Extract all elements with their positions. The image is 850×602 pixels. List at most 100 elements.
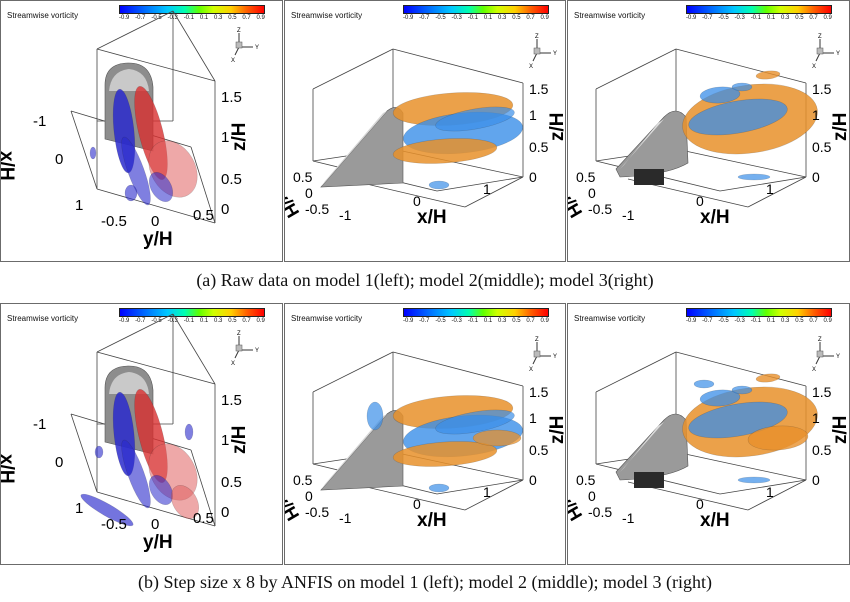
- colorbar-tick: -0.1: [183, 318, 195, 324]
- z-axis-label: z/H: [229, 122, 250, 152]
- colorbar-ticks: -0.9 -0.7 -0.5 -0.3 -0.1 0.1 0.3 0.5 0.7 0.9: [686, 15, 832, 21]
- colorbar-tick: -0.1: [467, 15, 479, 21]
- triad-z-label: Z: [818, 337, 822, 343]
- colorbar-tick: -0.5: [435, 15, 446, 21]
- y-tick: 0: [151, 516, 160, 533]
- colorbar-ticks: -0.9 -0.7 -0.5 -0.3 -0.1 0.1 0.3 0.5 0.7 0.9: [403, 15, 549, 21]
- triad-z-label: Z: [237, 331, 241, 337]
- colorbar-tick: 0.3: [498, 15, 507, 21]
- frame-line: [595, 351, 677, 393]
- frame-line: [747, 479, 807, 511]
- frame-line: [312, 48, 394, 90]
- colorbar-gradient: [119, 5, 265, 14]
- triad-x-label: X: [529, 64, 533, 70]
- z-tick: 1.5: [812, 81, 832, 97]
- colorbar-tick: -0.9: [686, 15, 697, 21]
- colorbar-tick: 0.9: [823, 15, 832, 21]
- x-axis-label: x/H: [417, 510, 447, 531]
- model-base: [634, 169, 664, 185]
- colorbar-tick: 0.3: [214, 318, 223, 324]
- vortex-negative: [94, 445, 104, 459]
- x-tick: 0: [413, 496, 421, 512]
- y-tick: -0.5: [101, 213, 127, 230]
- x-tick: 0: [696, 496, 704, 512]
- colorbar-tick: 0.7: [242, 15, 251, 21]
- triad-x-label: X: [812, 64, 816, 70]
- vortex-negative: [124, 184, 138, 202]
- colorbar-tick: 0.9: [256, 318, 265, 324]
- triad-z-label: Z: [535, 337, 539, 343]
- z-tick: 0: [529, 472, 537, 488]
- figure-row-b: Streamwise vorticity -0.9 -0.7 -0.5 -0.3 -0.1…: [0, 303, 850, 565]
- colorbar-tick: -0.3: [734, 15, 745, 21]
- x-tick: 0: [413, 193, 421, 209]
- colorbar-tick: -0.1: [750, 15, 762, 21]
- triad-x-label: X: [812, 367, 816, 373]
- colorbar-ticks: -0.9 -0.7 -0.5 -0.3 -0.1 0.1 0.3 0.5 0.7 0.9: [403, 318, 549, 324]
- frame-line: [70, 413, 98, 493]
- y-tick: 0.5: [576, 169, 596, 185]
- frame-line: [675, 351, 807, 387]
- z-axis-label: z/H: [547, 112, 566, 142]
- vortex-negative: [148, 475, 174, 505]
- colorbar-tick: 0.1: [199, 15, 209, 21]
- z-tick: 1: [529, 107, 537, 123]
- triad-y-label: Y: [553, 354, 557, 360]
- colorbar-gradient: [403, 308, 549, 317]
- vortex-negative: [699, 86, 741, 104]
- z-tick: 1: [221, 129, 230, 146]
- colorbar-tick: -0.5: [151, 15, 162, 21]
- frame-line: [436, 479, 524, 495]
- y-axis-label: y/H: [143, 532, 173, 553]
- triad-x-label: X: [231, 58, 235, 64]
- colorbar-tick: -0.7: [419, 318, 430, 324]
- plot-panel-model-2: [312, 48, 524, 208]
- colorbar-tick: 0.9: [540, 15, 549, 21]
- colorbar-tick: 0.7: [526, 318, 535, 324]
- vortex-negative: [148, 172, 174, 202]
- figure-row-a: Streamwise vorticity -0.9 -0.7 -0.5 -0.3 -0.1…: [0, 0, 850, 262]
- z-tick: 0: [221, 504, 230, 521]
- x-axis-label: x/H: [417, 207, 447, 228]
- colorbar-tick: 0.5: [512, 15, 521, 21]
- z-tick: 0.5: [812, 139, 832, 155]
- model-body: [320, 410, 404, 491]
- colorbar-title: Streamwise vorticity: [7, 314, 79, 323]
- y-tick: -0.5: [305, 201, 330, 217]
- colorbar-tick: 0.1: [483, 318, 493, 324]
- y-tick: 0: [588, 488, 596, 504]
- z-axis-label: z/H: [830, 415, 850, 445]
- colorbar-tick: -0.9: [119, 15, 130, 21]
- frame-line: [96, 48, 216, 82]
- panel-model-2: Streamwise vorticity -0.9 -0.7 -0.5 -0.3 -0.1…: [284, 0, 566, 262]
- z-tick: 1: [529, 410, 537, 426]
- triad-y-label: Y: [255, 45, 259, 51]
- x-tick: 1: [483, 181, 491, 197]
- colorbar-tick: 0.1: [766, 15, 776, 21]
- triad-y-label: Y: [553, 51, 557, 57]
- y-tick: -0.5: [101, 516, 127, 533]
- colorbar-tick: -0.3: [451, 318, 462, 324]
- colorbar-gradient: [119, 308, 265, 317]
- vortex-negative: [366, 401, 384, 431]
- panel-model-3: Streamwise vorticity -0.9 -0.7 -0.5 -0.3 -0.1…: [567, 303, 850, 565]
- z-tick: 0: [812, 472, 820, 488]
- x-tick: 1: [766, 181, 774, 197]
- x-tick: 0: [55, 151, 64, 168]
- z-tick: 0.5: [812, 442, 832, 458]
- frame-line: [719, 176, 807, 192]
- colorbar-tick: 0.3: [498, 318, 507, 324]
- frame-line: [675, 148, 807, 178]
- x-tick: -1: [622, 207, 635, 223]
- x-tick: -1: [33, 113, 47, 130]
- frame-line: [96, 188, 216, 224]
- colorbar-tick: -0.5: [151, 318, 162, 324]
- colorbar-title: Streamwise vorticity: [574, 11, 646, 20]
- vortex-positive: [392, 138, 498, 164]
- x-axis-label: x/H: [700, 207, 730, 228]
- colorbar-gradient: [686, 5, 832, 14]
- y-tick: 0.5: [293, 169, 313, 185]
- colorbar-tick: -0.3: [451, 15, 462, 21]
- panel-model-1: Streamwise vorticity -0.9 -0.7 -0.5 -0.3 -0.1…: [0, 303, 283, 565]
- y-tick: 0: [588, 185, 596, 201]
